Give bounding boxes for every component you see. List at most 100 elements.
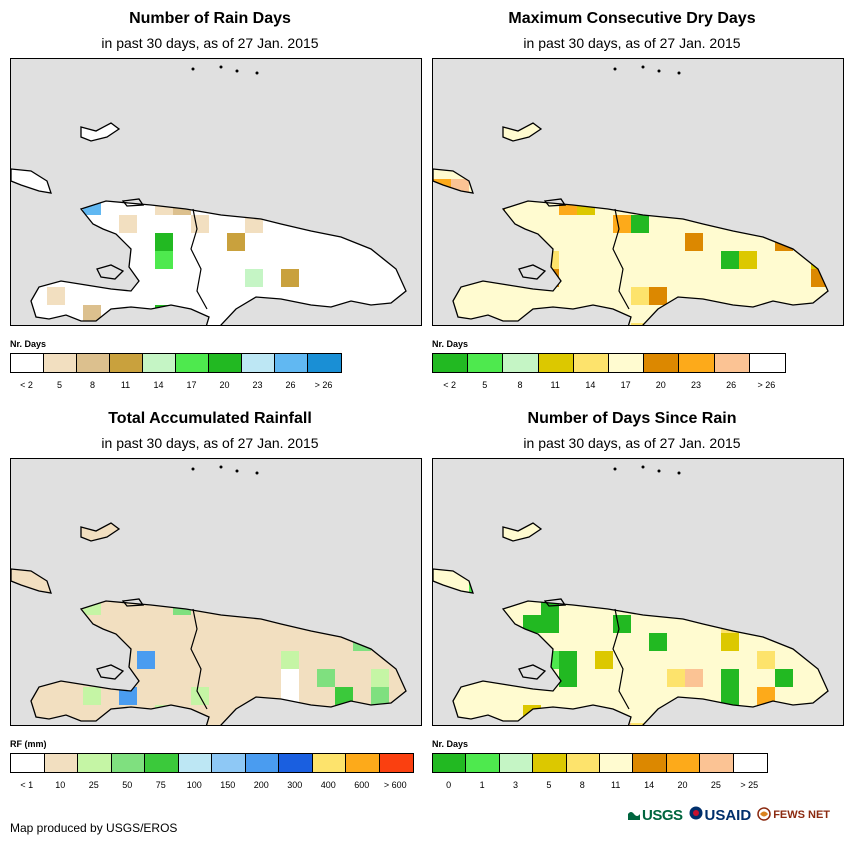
coastline xyxy=(80,122,121,142)
data-cell xyxy=(155,179,173,197)
data-cell xyxy=(11,723,29,725)
data-cell xyxy=(281,269,299,287)
data-cells xyxy=(433,523,828,725)
legend-label: 26 xyxy=(726,380,737,390)
coastline xyxy=(11,568,52,594)
data-cell xyxy=(281,179,299,197)
data-cell xyxy=(389,233,406,251)
islet xyxy=(191,67,195,71)
legend-label: 10 xyxy=(55,780,66,790)
legend-label: 150 xyxy=(220,780,236,790)
hispaniola-outline xyxy=(30,600,407,725)
data-cell xyxy=(793,323,811,325)
data-cell xyxy=(523,705,541,723)
country-border xyxy=(190,608,208,710)
panel-title: Number of Rain Days xyxy=(129,10,291,27)
legend-swatch xyxy=(379,754,413,772)
data-cell xyxy=(649,323,667,325)
islet xyxy=(677,71,681,75)
legend-swatch xyxy=(566,754,600,772)
panel-subtitle: in past 30 days, as of 27 Jan. 2015 xyxy=(523,35,741,51)
legend-title: Nr. Days xyxy=(432,739,469,749)
coastline xyxy=(11,168,52,194)
data-cell xyxy=(245,215,263,233)
legend-swatch xyxy=(245,754,279,772)
legend-label: 14 xyxy=(585,380,596,390)
legend-swatch xyxy=(533,754,567,772)
usaid-seal-icon xyxy=(689,806,703,824)
legend-label: 8 xyxy=(517,380,523,390)
data-cell xyxy=(335,597,353,615)
legend-label: 5 xyxy=(482,380,488,390)
legend-label: < 1 xyxy=(20,780,34,790)
legend-bar xyxy=(10,353,342,373)
islet xyxy=(641,465,645,469)
data-cell xyxy=(757,323,775,325)
data-cell xyxy=(469,651,487,669)
data-cells xyxy=(433,123,828,325)
data-cell xyxy=(173,597,191,615)
data-cell xyxy=(227,233,245,251)
legend-swatch xyxy=(176,354,209,372)
data-cell xyxy=(595,651,613,669)
islet xyxy=(219,465,223,469)
data-cell xyxy=(389,633,406,651)
legend-label: 1 xyxy=(479,780,485,790)
fews-logo: FEWS NET xyxy=(757,806,831,824)
data-cell xyxy=(119,215,137,233)
legend-swatch xyxy=(346,754,380,772)
islet xyxy=(641,65,645,69)
data-cell xyxy=(29,651,47,669)
panel-subtitle: in past 30 days, as of 27 Jan. 2015 xyxy=(101,435,319,451)
data-cell xyxy=(335,579,353,597)
data-cell xyxy=(613,615,631,633)
panel-since-rain: Number of Days Since Rain in past 30 day… xyxy=(422,400,844,800)
legend-swatch xyxy=(573,354,609,372)
legend-label: 300 xyxy=(287,780,303,790)
legend-label: > 600 xyxy=(383,780,407,790)
data-cell xyxy=(281,651,299,669)
legend-label: 14 xyxy=(644,780,655,790)
data-cell xyxy=(757,597,775,615)
data-cell xyxy=(739,251,757,269)
data-cell xyxy=(155,251,173,269)
legend-swatch xyxy=(242,354,275,372)
legend-swatch xyxy=(145,754,179,772)
data-cell xyxy=(721,633,739,651)
data-cell xyxy=(245,269,263,287)
data-cell xyxy=(667,669,685,687)
data-cell xyxy=(371,669,389,687)
fews-logo-text: FEWS NET xyxy=(773,809,831,821)
legend-label: 5 xyxy=(546,780,552,790)
map-since-rain xyxy=(432,458,844,726)
legend-label: 11 xyxy=(120,380,131,390)
legend-swatch xyxy=(599,754,634,772)
data-cell xyxy=(83,687,101,705)
islet xyxy=(235,469,239,473)
legend-title: Nr. Days xyxy=(432,339,469,349)
usaid-logo-text: USAID xyxy=(704,806,752,824)
islet xyxy=(613,67,617,71)
data-cell xyxy=(631,287,649,305)
usgs-logo: USGS xyxy=(628,807,683,824)
legend-label: 5 xyxy=(56,380,63,390)
islet xyxy=(235,69,239,73)
data-cell xyxy=(559,669,577,687)
panel-rainfall: Total Accumulated Rainfall in past 30 da… xyxy=(0,400,422,800)
legend-swatch xyxy=(466,754,500,772)
legend-swatch xyxy=(44,354,77,372)
map-credit: Map produced by USGS/EROS xyxy=(10,821,178,835)
legend-swatch xyxy=(608,354,645,372)
legend-swatch xyxy=(666,754,701,772)
data-cell xyxy=(613,579,631,597)
data-cell xyxy=(703,723,721,725)
legend-label: 0 xyxy=(446,780,452,790)
legend-label: 600 xyxy=(354,780,370,790)
legend-swatch xyxy=(275,354,308,372)
data-cell xyxy=(191,215,209,233)
data-cell xyxy=(631,323,649,325)
legend-label: 20 xyxy=(219,380,230,390)
map-canvas xyxy=(433,465,829,725)
data-cell xyxy=(631,215,649,233)
legend-swatch xyxy=(433,754,467,772)
